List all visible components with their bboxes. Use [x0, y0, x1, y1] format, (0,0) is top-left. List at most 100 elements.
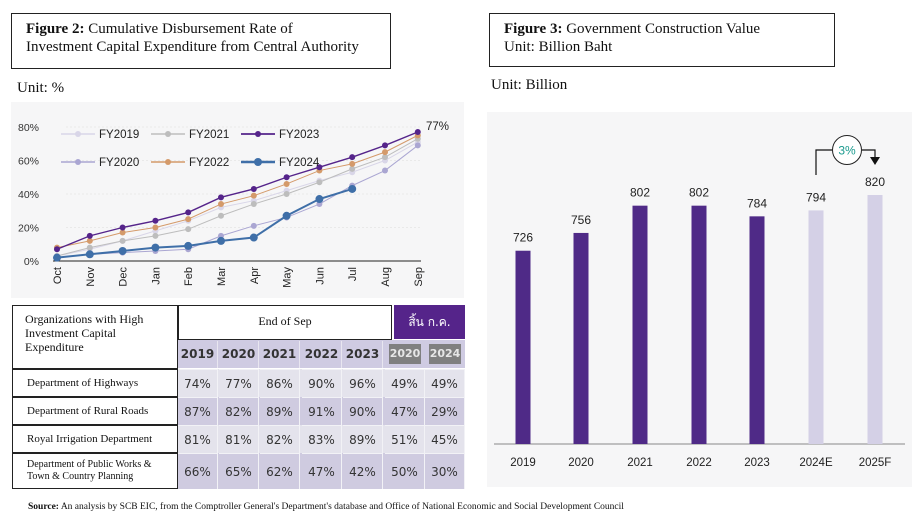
data-point — [184, 241, 193, 250]
bar-value-label: 726 — [513, 231, 533, 245]
table-cell: 89% — [260, 397, 300, 425]
legend-item-fy2021: FY2021 — [151, 129, 229, 141]
figure3-title-line2: Unit: Billion Baht — [504, 39, 613, 55]
bar-value-label: 802 — [689, 186, 709, 200]
legend-label: FY2023 — [279, 129, 319, 141]
y-tick-label: 60% — [18, 156, 39, 168]
data-point — [250, 192, 257, 199]
data-point — [283, 180, 290, 187]
bar-value-label: 784 — [747, 196, 767, 210]
figure2-title-line2: Investment Capital Expenditure from Cent… — [26, 39, 359, 55]
year-header: 2022 — [302, 341, 342, 368]
figure3-title-text: Government Construction Value — [562, 21, 761, 37]
org-name-cell: Department of Public Works & Town & Coun… — [12, 453, 178, 489]
bar-chart: 726 2019 756 2020 802 2021 802 2022 784 2023 794 20… — [494, 135, 905, 469]
x-tick-label: Nov — [85, 267, 97, 287]
x-tick-label: Jul — [347, 267, 359, 281]
x-tick-label: 2019 — [510, 457, 536, 469]
bar-value-label: 756 — [571, 213, 591, 227]
data-point — [86, 244, 93, 251]
data-point — [119, 224, 126, 231]
table-row-bg — [178, 397, 465, 425]
table-cell: 47% — [302, 453, 342, 489]
year-header: 2019 — [178, 341, 218, 368]
legend-item-fy2022: FY2022 — [151, 157, 229, 169]
x-tick-label: 2024E — [799, 457, 833, 469]
figure2-unit: Unit: % — [17, 80, 65, 96]
figure2-title-line1: Figure 2: Cumulative Disbursement Rate o… — [26, 20, 376, 38]
data-point — [315, 195, 324, 204]
year-header-highlighted: 2020 — [389, 344, 421, 364]
bar-value-label: 820 — [865, 175, 885, 189]
data-point — [218, 212, 224, 219]
legend-label: FY2020 — [99, 157, 139, 169]
bar-2019 — [515, 250, 531, 444]
bar-2022 — [691, 205, 707, 444]
figure2-title-text: Cumulative Disbursement Rate of — [84, 21, 293, 37]
data-point — [151, 243, 160, 252]
table-row-bg — [178, 425, 465, 453]
end-of-sep-header: End of Sep — [178, 305, 392, 340]
line-chart: 0% 20% 40% 60% 80% Oct Nov Dec Jan Feb Mar Apr May Ju… — [18, 121, 449, 288]
data-point — [349, 165, 356, 172]
table-cell: 81% — [178, 425, 218, 453]
data-point — [382, 154, 388, 161]
series-fy2021 — [54, 135, 421, 259]
x-tick-label: 2022 — [686, 457, 712, 469]
source-text: An analysis by SCB EIC, from the Comptro… — [58, 502, 624, 512]
table-cell: 96% — [343, 369, 383, 397]
org-header: Organizations with High Investment Capit… — [12, 305, 178, 369]
growth-connector-left — [815, 149, 832, 175]
data-point — [349, 160, 356, 167]
table-cell: 77% — [219, 369, 259, 397]
x-tick-label: Mar — [216, 267, 228, 286]
data-point — [218, 201, 224, 208]
data-point — [118, 246, 127, 255]
data-point — [414, 129, 421, 136]
y-tick-label: 0% — [24, 256, 39, 268]
data-point — [185, 226, 192, 233]
data-point — [382, 149, 388, 156]
org-name-cell: Department of Highways — [12, 369, 178, 397]
table-cell: 62% — [260, 453, 300, 489]
year-header: 2020 — [219, 341, 259, 368]
bar-2021 — [632, 205, 648, 444]
arrow-down-icon — [870, 157, 880, 165]
legend-marker — [165, 131, 171, 137]
x-tick-label: 2025F — [859, 457, 892, 469]
table-cell: 29% — [425, 397, 465, 425]
table-cell: 83% — [302, 425, 342, 453]
source-label: Source: — [28, 502, 59, 512]
x-tick-label: Jan — [150, 267, 162, 285]
x-tick-label: Sep — [413, 267, 425, 287]
legend-marker — [165, 159, 171, 165]
legend-item-fy2019: FY2019 — [61, 129, 139, 141]
x-tick-label: Jun — [314, 267, 326, 285]
table-cell: 86% — [260, 369, 300, 397]
legend-marker — [75, 159, 81, 165]
data-point — [250, 185, 257, 192]
series-line — [56, 134, 419, 249]
table-cell: 90% — [343, 397, 383, 425]
data-point — [348, 184, 357, 193]
table-row-bg — [178, 369, 465, 397]
data-point — [282, 211, 291, 220]
legend-label: FY2024 — [279, 157, 320, 169]
growth-connector-right — [862, 149, 876, 158]
table-cell: 82% — [219, 397, 259, 425]
data-point — [249, 233, 258, 242]
data-point — [250, 201, 257, 208]
table-cell: 30% — [425, 453, 465, 489]
table-row-bg — [178, 453, 465, 489]
legend-marker — [75, 131, 81, 137]
table-cell: 50% — [385, 453, 425, 489]
legend-label: FY2021 — [189, 129, 229, 141]
data-point — [382, 167, 388, 174]
disbursement-table: Organizations with High Investment Capit… — [12, 300, 465, 490]
org-name-cell: Department of Rural Roads — [12, 397, 178, 425]
y-tick-label: 80% — [18, 122, 39, 134]
data-point — [382, 142, 388, 149]
bar-2025f — [867, 195, 883, 444]
table-cell: 66% — [178, 453, 218, 489]
table-cell: 81% — [219, 425, 259, 453]
